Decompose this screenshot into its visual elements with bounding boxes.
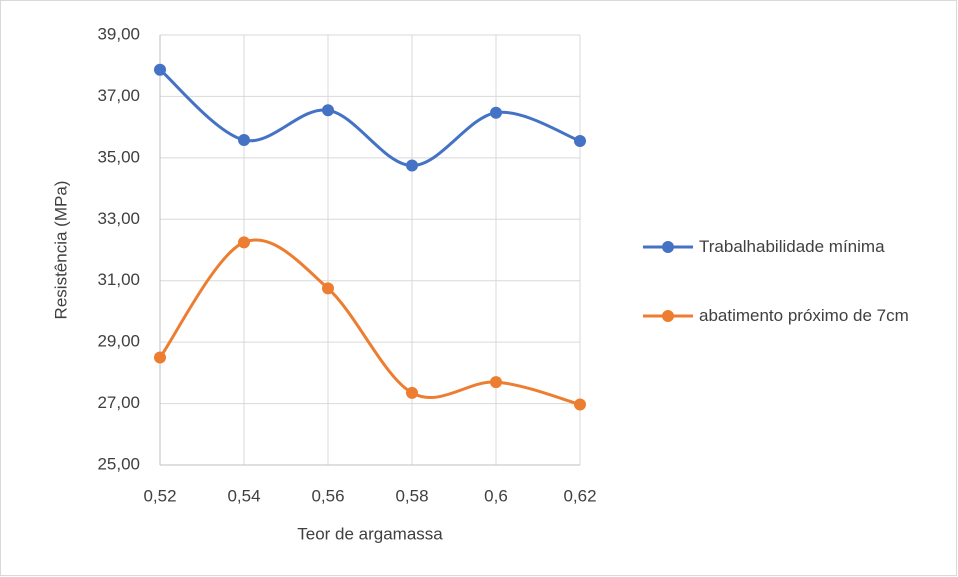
data-point [322, 282, 334, 295]
legend-label: Trabalhabilidade mínima [699, 237, 885, 256]
y-tick-label: 39,00 [97, 24, 140, 43]
data-point [154, 351, 166, 364]
y-tick-label: 37,00 [97, 86, 140, 105]
y-tick-label: 29,00 [97, 332, 140, 351]
data-point [406, 159, 418, 172]
y-tick-label: 31,00 [97, 270, 140, 289]
data-point [574, 398, 586, 411]
legend-label: abatimento próximo de 7cm [699, 306, 909, 325]
x-tick-label: 0,62 [563, 486, 596, 505]
data-point [490, 106, 502, 119]
x-tick-label: 0,52 [143, 486, 176, 505]
data-point [322, 104, 334, 117]
data-point [490, 376, 502, 389]
y-axis-title: Resistência (MPa) [51, 181, 70, 320]
x-tick-label: 0,54 [227, 486, 260, 505]
data-point [238, 236, 250, 249]
y-tick-label: 35,00 [97, 147, 140, 166]
x-tick-label: 0,56 [311, 486, 344, 505]
data-point [154, 63, 166, 76]
legend-marker [662, 241, 674, 253]
data-point [238, 134, 250, 147]
x-axis-title: Teor de argamassa [297, 524, 443, 543]
x-tick-label: 0,6 [484, 486, 508, 505]
data-point [574, 134, 586, 147]
x-tick-label: 0,58 [395, 486, 428, 505]
legend-marker [662, 310, 674, 322]
y-tick-label: 27,00 [97, 393, 140, 412]
y-tick-label: 25,00 [97, 454, 140, 473]
data-point [406, 386, 418, 399]
y-tick-label: 33,00 [97, 209, 140, 228]
